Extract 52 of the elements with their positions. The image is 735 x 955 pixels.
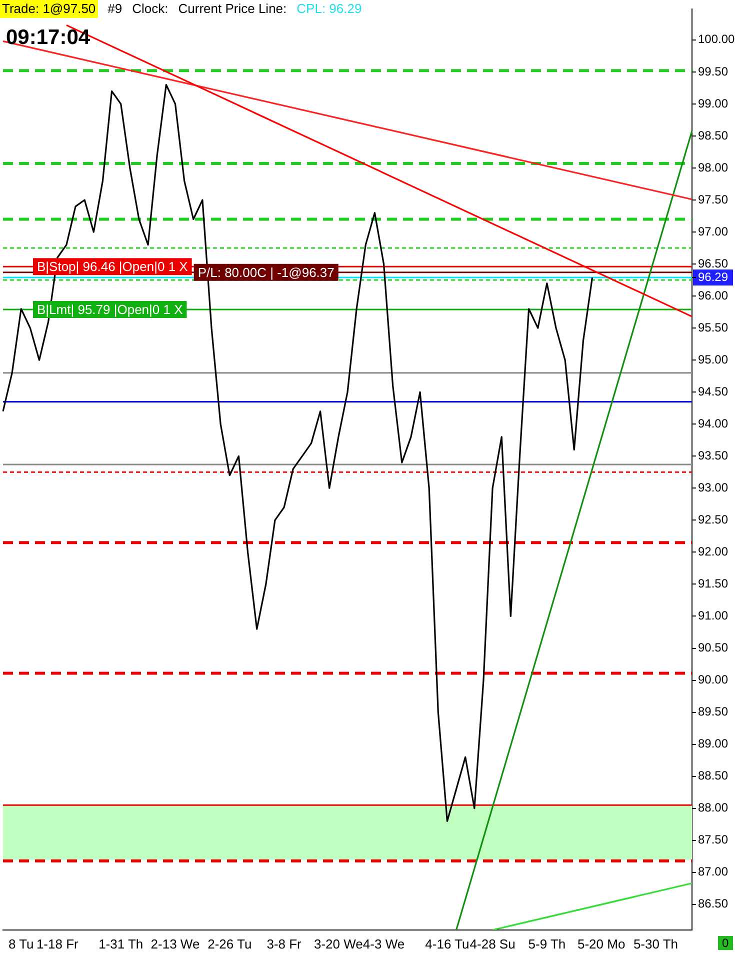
x-tick-label: 1-18 Fr bbox=[36, 936, 80, 952]
annotation: Current Price Line: bbox=[178, 0, 287, 18]
x-tick-label: 5-9 Th bbox=[528, 936, 566, 952]
x-tick-label: 3-8 Fr bbox=[266, 936, 302, 952]
x-tick-label: 5-30 Th bbox=[633, 936, 678, 952]
y-tick-label: 93.50 bbox=[698, 448, 728, 462]
y-tick-label: 91.50 bbox=[698, 576, 728, 591]
y-tick-label: 91.00 bbox=[698, 608, 728, 623]
y-tick-label: 98.50 bbox=[698, 128, 728, 142]
y-tick-label: 89.00 bbox=[698, 736, 728, 751]
y-tick-label: 89.50 bbox=[698, 704, 728, 719]
ref-line-label: B|Stop| 96.46 |Open|0 1 X bbox=[37, 259, 188, 274]
y-tick-label: 92.50 bbox=[698, 512, 728, 526]
y-tick-label: 94.50 bbox=[698, 384, 728, 398]
x-tick-label: 4-16 Tu bbox=[425, 936, 470, 952]
y-tick-label: 94.00 bbox=[698, 416, 728, 430]
y-tick-label: 99.00 bbox=[698, 96, 728, 110]
y-tick-label: 96.50 bbox=[698, 256, 728, 270]
x-tick-label: 8 Tu bbox=[8, 936, 34, 952]
x-tick-label: 5-20 Mo bbox=[577, 936, 626, 952]
y-tick-label: 93.00 bbox=[698, 480, 728, 494]
y-tick-label: 96.29 bbox=[698, 270, 728, 284]
y-tick-label: 88.50 bbox=[698, 768, 728, 783]
y-tick-label: 90.00 bbox=[698, 672, 728, 687]
y-tick-label: 100.00 bbox=[698, 32, 735, 46]
x-tick-label: 1-31 Th bbox=[98, 936, 144, 952]
y-tick-label: 92.00 bbox=[698, 544, 728, 559]
y-tick-label: 95.00 bbox=[698, 352, 728, 366]
y-tick-label: 87.50 bbox=[698, 832, 728, 847]
y-tick-label: 86.50 bbox=[698, 896, 728, 911]
x-tick-label: 4-3 We bbox=[362, 936, 405, 952]
y-tick-label: 98.00 bbox=[698, 160, 728, 174]
annotation: CPL: 96.29 bbox=[296, 0, 362, 18]
y-tick-label: 95.50 bbox=[698, 320, 728, 334]
x-tick-label: 4-28 Su bbox=[470, 936, 516, 952]
y-tick-label: 90.50 bbox=[698, 640, 728, 655]
annotation: Clock: bbox=[132, 0, 168, 18]
x-tick-label: 2-13 We bbox=[150, 936, 200, 952]
y-tick-label: 88.00 bbox=[698, 800, 728, 815]
y-tick-label: 99.50 bbox=[698, 64, 728, 78]
annotation: #9 bbox=[108, 0, 122, 18]
y-tick-label: 97.00 bbox=[698, 224, 728, 238]
ref-line-label: P/L: 80.00C | -1@96.37 bbox=[198, 264, 334, 280]
y-tick-label: 97.50 bbox=[698, 192, 728, 206]
ref-line-label: B|Lmt| 95.79 |Open|0 1 X bbox=[37, 302, 184, 318]
annotation: 09:17:04 bbox=[6, 26, 90, 50]
text: 0 bbox=[718, 936, 733, 950]
x-tick-label: 2-26 Tu bbox=[208, 936, 252, 952]
x-tick-label: 3-20 We bbox=[314, 936, 363, 952]
y-tick-label: 87.00 bbox=[698, 864, 728, 879]
annotation: Trade: 1@97.50 bbox=[0, 0, 98, 18]
y-tick-label: 96.00 bbox=[698, 288, 728, 302]
